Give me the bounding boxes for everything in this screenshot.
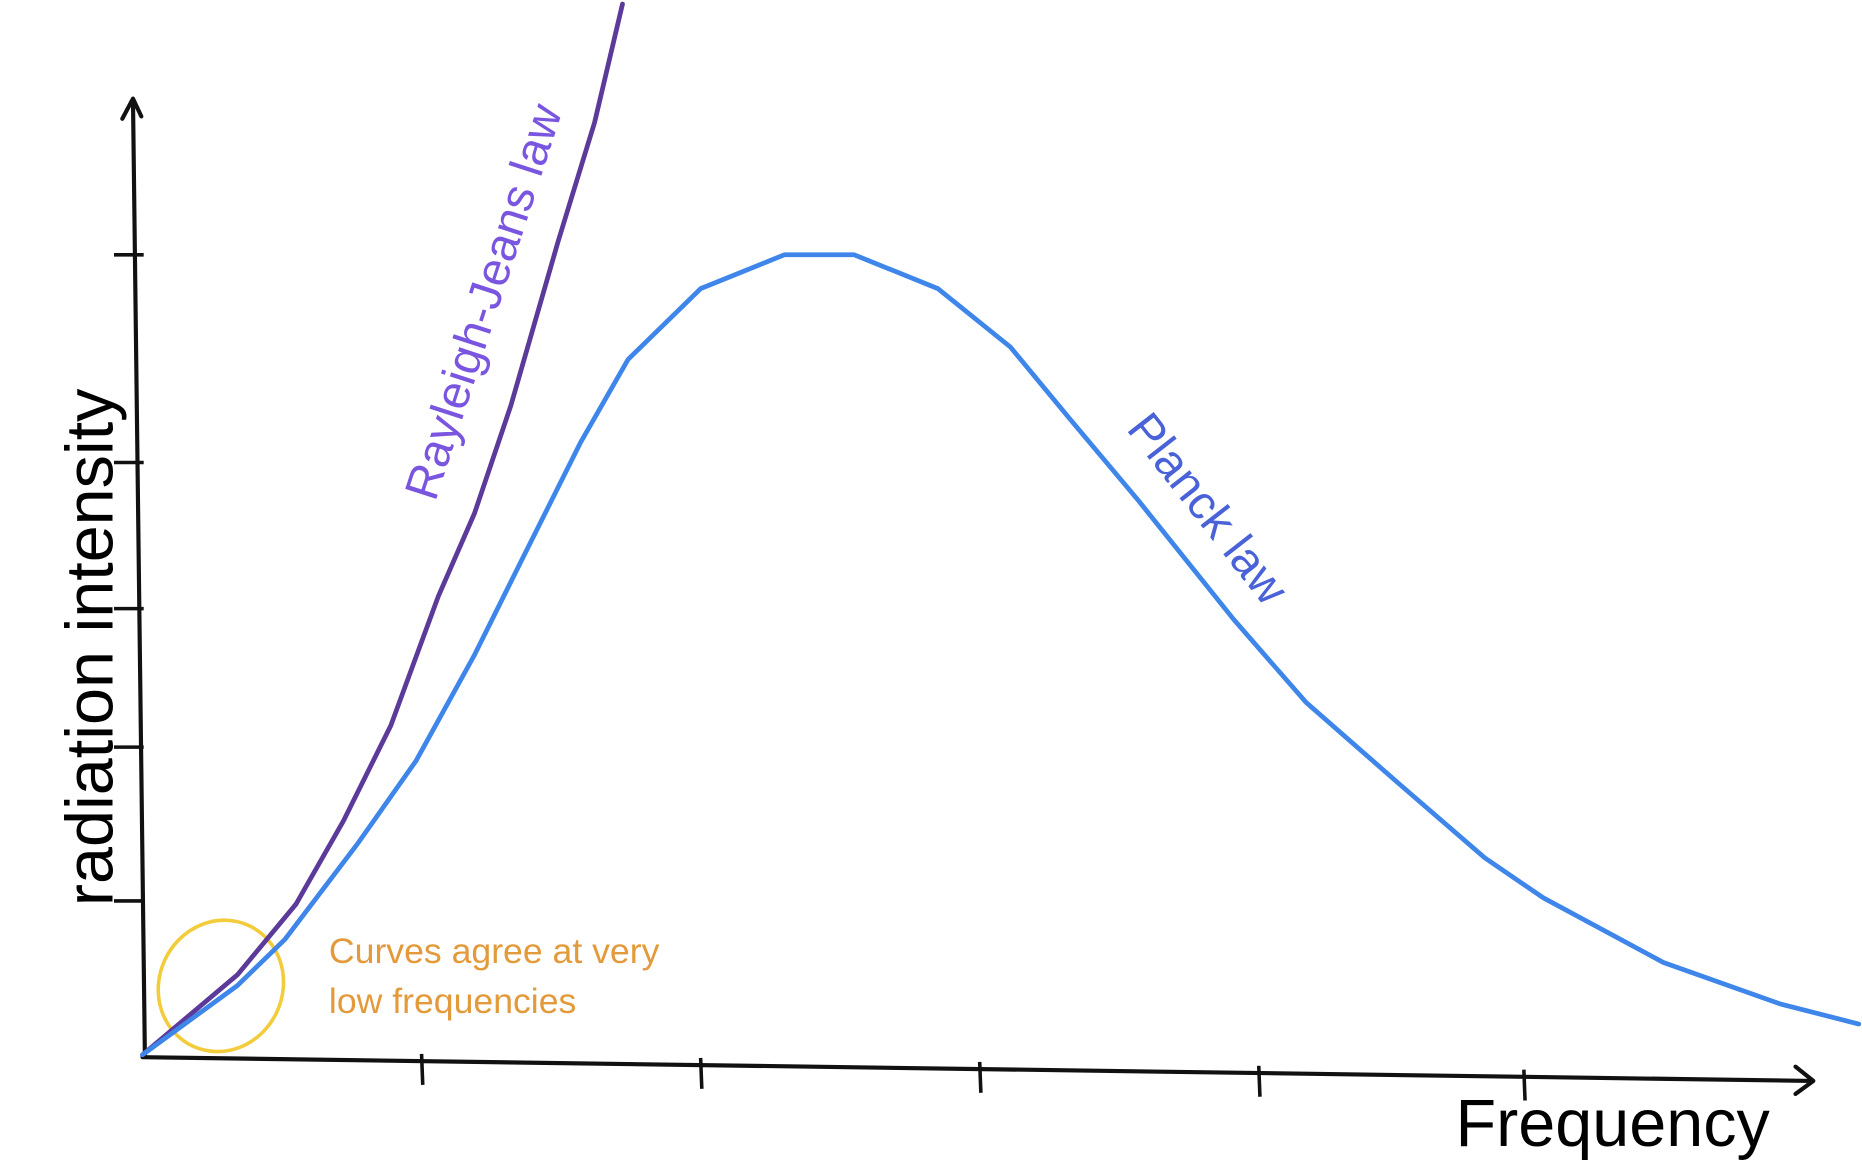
x-tick xyxy=(977,1061,983,1093)
y-axis-label: radiation intensity xyxy=(54,388,128,906)
series-line xyxy=(140,1,625,1058)
x-tick xyxy=(419,1053,425,1085)
annotation: Curves agree at very xyxy=(329,931,660,971)
y-axis xyxy=(120,96,147,1057)
x-tick xyxy=(698,1057,704,1089)
x-axis-label: Frequency xyxy=(1456,1087,1771,1161)
x-tick xyxy=(1256,1065,1262,1097)
highlight-circle xyxy=(156,918,286,1054)
x-tick xyxy=(1522,1069,1527,1101)
series-label: Rayleigh-Jeans law xyxy=(395,97,573,506)
annotation: low frequencies xyxy=(329,981,576,1021)
series-line xyxy=(140,252,1862,1058)
